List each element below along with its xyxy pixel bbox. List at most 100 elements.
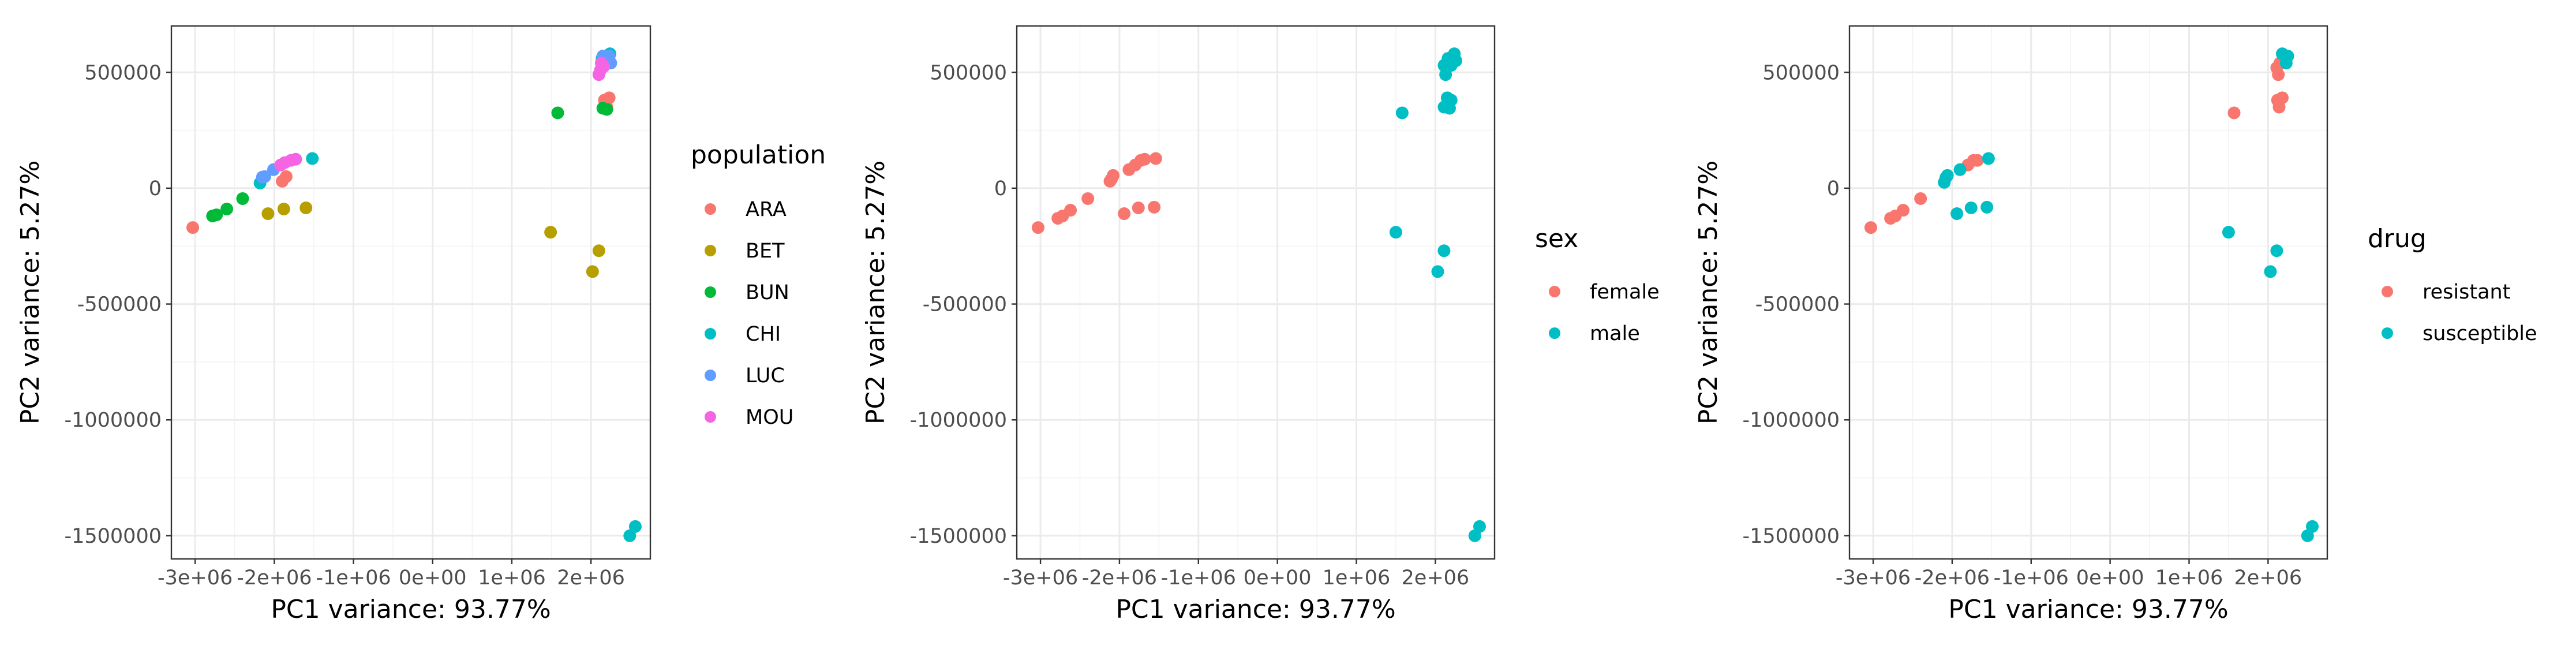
point-susceptible bbox=[2270, 244, 2283, 258]
point-female bbox=[1149, 152, 1162, 165]
y-tick-label: -1000000 bbox=[1742, 409, 1840, 432]
scatter-panel-population: -3e+06 -2e+06 -1e+06 0e+00 1e+06 2e+06 -150000… bbox=[16, 25, 826, 624]
point-male bbox=[1389, 226, 1402, 239]
y-tick-label: -1000000 bbox=[64, 409, 162, 432]
y-tick-label: -500000 bbox=[923, 293, 1007, 316]
point-male bbox=[1444, 94, 1458, 107]
x-tick-label: -2e+06 bbox=[1915, 566, 1990, 590]
point-bet bbox=[586, 265, 599, 278]
x-tick-label: -3e+06 bbox=[1836, 566, 1911, 590]
y-tick-label: 0 bbox=[149, 177, 162, 200]
point-bet bbox=[261, 207, 275, 221]
y-axis-title: PC2 variance: 5.27% bbox=[1694, 161, 1723, 424]
plot-border bbox=[1016, 25, 1496, 560]
point-bun bbox=[220, 203, 234, 216]
legend: population ARA BET BUN CHI LUC MOU bbox=[691, 140, 826, 429]
point-bun bbox=[600, 103, 613, 116]
point-resistant bbox=[2227, 106, 2241, 120]
y-tick-label: 500000 bbox=[1762, 61, 1840, 84]
legend-key-female bbox=[1549, 286, 1560, 297]
point-susceptible bbox=[2301, 529, 2314, 542]
x-tick-label: 1e+06 bbox=[2155, 566, 2223, 590]
point-female bbox=[1106, 169, 1119, 182]
plot-area bbox=[1017, 26, 1495, 559]
point-resistant bbox=[2271, 94, 2284, 107]
x-axis-title: PC1 variance: 93.77% bbox=[1115, 595, 1395, 624]
point-bet bbox=[277, 203, 290, 216]
point-female bbox=[1132, 202, 1145, 215]
x-tick-label: -2e+06 bbox=[1082, 566, 1157, 590]
y-tick-label: -1000000 bbox=[909, 409, 1007, 432]
point-resistant bbox=[1864, 221, 1877, 234]
point-bun bbox=[236, 192, 249, 205]
legend: sex female male bbox=[1535, 224, 1660, 345]
point-ara bbox=[279, 170, 293, 183]
point-female bbox=[1064, 204, 1077, 217]
x-tick-label: -2e+06 bbox=[237, 566, 312, 590]
scatter-panel-drug: -3e+06 -2e+06 -1e+06 0e+00 1e+06 2e+06 -150000… bbox=[1694, 25, 2537, 624]
legend-key-luc bbox=[705, 370, 716, 381]
legend-key-ara bbox=[705, 203, 716, 215]
point-bet bbox=[299, 202, 313, 215]
point-female bbox=[1138, 152, 1151, 166]
legend-title: sex bbox=[1535, 224, 1578, 253]
point-male bbox=[1468, 529, 1481, 542]
legend-label-susceptible: susceptible bbox=[2423, 322, 2537, 345]
point-ara bbox=[186, 221, 200, 234]
point-chi bbox=[623, 529, 636, 542]
x-tick-label: 0e+00 bbox=[399, 566, 467, 590]
scatter-panel-sex: -3e+06 -2e+06 -1e+06 0e+00 1e+06 2e+06 -150000… bbox=[861, 25, 1660, 624]
x-tick-label: -3e+06 bbox=[158, 566, 233, 590]
legend-key-bun bbox=[705, 286, 716, 298]
x-axis-title: PC1 variance: 93.77% bbox=[1948, 595, 2228, 624]
legend-key-bet bbox=[705, 245, 716, 256]
plot-border bbox=[170, 25, 652, 560]
x-tick-label: -1e+06 bbox=[1161, 566, 1236, 590]
y-tick-label: -1500000 bbox=[1742, 525, 1840, 548]
point-female bbox=[1148, 200, 1161, 214]
legend-title: population bbox=[691, 140, 826, 170]
x-tick-label: -3e+06 bbox=[1003, 566, 1078, 590]
point-susceptible bbox=[1953, 163, 1967, 176]
legend-label-mou: MOU bbox=[746, 406, 793, 429]
point-bet bbox=[544, 226, 557, 239]
legend-label-chi: CHI bbox=[746, 323, 781, 346]
point-susceptible bbox=[1941, 169, 1954, 182]
legend-key-susceptible bbox=[2382, 327, 2393, 339]
legend-label-female: female bbox=[1590, 281, 1660, 304]
y-axis-title: PC2 variance: 5.27% bbox=[861, 161, 890, 424]
point-susceptible bbox=[2264, 265, 2277, 278]
plot-area bbox=[171, 26, 650, 559]
plot-area bbox=[1849, 26, 2327, 559]
point-susceptible bbox=[2222, 226, 2235, 239]
legend: drug resistant susceptible bbox=[2368, 224, 2537, 345]
legend-label-ara: ARA bbox=[746, 198, 787, 221]
point-female bbox=[1081, 192, 1095, 205]
x-tick-label: 0e+00 bbox=[1244, 566, 1312, 590]
point-luc bbox=[258, 170, 271, 183]
x-axis-title: PC1 variance: 93.77% bbox=[271, 595, 551, 624]
y-tick-label: 500000 bbox=[84, 61, 162, 84]
x-tick-label: 0e+00 bbox=[2076, 566, 2144, 590]
point-bun bbox=[551, 106, 564, 120]
point-susceptible bbox=[1980, 200, 1994, 214]
point-male bbox=[1395, 106, 1409, 120]
point-resistant bbox=[1971, 154, 1984, 167]
point-susceptible bbox=[1950, 207, 1964, 221]
legend-label-luc: LUC bbox=[746, 364, 785, 387]
x-tick-label: 2e+06 bbox=[2234, 566, 2302, 590]
point-male bbox=[1444, 59, 1458, 72]
point-bet bbox=[592, 244, 605, 258]
y-tick-label: -500000 bbox=[1755, 293, 1840, 316]
point-susceptible bbox=[1964, 202, 1978, 215]
x-tick-label: -1e+06 bbox=[1994, 566, 2069, 590]
y-axis-title: PC2 variance: 5.27% bbox=[16, 161, 45, 424]
point-bun bbox=[210, 208, 223, 222]
legend-label-male: male bbox=[1590, 322, 1640, 345]
y-tick-label: 0 bbox=[994, 177, 1007, 200]
point-susceptible bbox=[1982, 152, 1995, 165]
legend-label-bet: BET bbox=[746, 240, 785, 263]
point-male bbox=[1437, 244, 1451, 258]
legend-key-mou bbox=[705, 411, 716, 423]
